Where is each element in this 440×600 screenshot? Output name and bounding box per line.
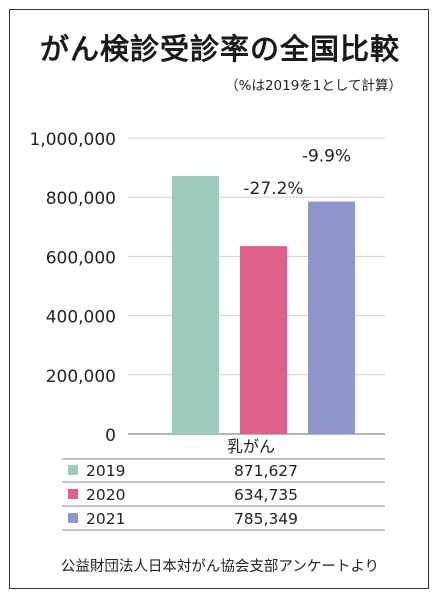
bar-label-2020: -27.2% bbox=[243, 179, 303, 199]
legend-swatch-2021 bbox=[68, 513, 78, 523]
y-tick-label: 1,000,000 bbox=[29, 130, 116, 150]
y-tick-label: 400,000 bbox=[46, 308, 116, 328]
legend-label-2019: 2019 bbox=[86, 462, 125, 480]
bar-2019 bbox=[172, 175, 219, 434]
legend-swatch-2019 bbox=[68, 465, 78, 475]
table-value-2020: 634,735 bbox=[234, 486, 298, 504]
chart-subtitle: （%は2019を1として計算） bbox=[225, 78, 402, 94]
y-tick-label: 200,000 bbox=[46, 367, 116, 387]
bar-label-2021: -9.9% bbox=[302, 147, 351, 167]
bar-2021 bbox=[308, 201, 355, 434]
legend-label-2021: 2021 bbox=[86, 510, 125, 528]
bar-2020 bbox=[240, 246, 287, 434]
category-label: 乳がん bbox=[227, 437, 275, 456]
y-tick-label: 600,000 bbox=[46, 248, 116, 268]
y-tick-label: 800,000 bbox=[46, 189, 116, 209]
category-labels: 乳がん bbox=[227, 437, 275, 456]
table-value-2021: 785,349 bbox=[234, 510, 298, 528]
source-note: 公益財団法人日本対がん協会支部アンケートより bbox=[60, 559, 380, 575]
y-axis-ticks: 0 200,000 400,000 600,000 800,000 1,000,000 bbox=[29, 130, 116, 446]
chart-frame bbox=[9, 9, 429, 589]
y-tick-label: 0 bbox=[105, 426, 116, 446]
legend-swatch-2020 bbox=[68, 489, 78, 499]
data-table: 2019 871,627 2020 634,735 2021 785,349 bbox=[62, 458, 385, 531]
chart-title: がん検診受診率の全国比較 bbox=[39, 32, 400, 66]
table-value-2019: 871,627 bbox=[234, 462, 298, 480]
bars bbox=[172, 175, 355, 434]
legend-label-2020: 2020 bbox=[86, 486, 125, 504]
data-labels: -27.2% -9.9% bbox=[243, 147, 351, 200]
